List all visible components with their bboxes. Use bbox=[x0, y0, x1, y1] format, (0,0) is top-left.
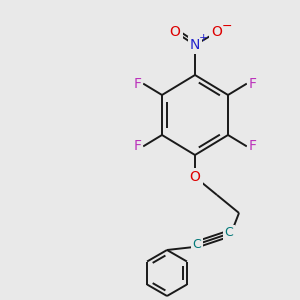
Text: F: F bbox=[133, 140, 141, 153]
Text: C: C bbox=[225, 226, 233, 239]
Text: F: F bbox=[249, 76, 257, 91]
Text: F: F bbox=[133, 76, 141, 91]
Text: F: F bbox=[249, 140, 257, 153]
Text: O: O bbox=[190, 170, 200, 184]
Text: N: N bbox=[190, 38, 200, 52]
Text: O: O bbox=[212, 25, 222, 39]
Text: C: C bbox=[193, 238, 201, 251]
Text: O: O bbox=[169, 25, 180, 39]
Text: +: + bbox=[198, 33, 208, 43]
Text: −: − bbox=[222, 20, 232, 32]
